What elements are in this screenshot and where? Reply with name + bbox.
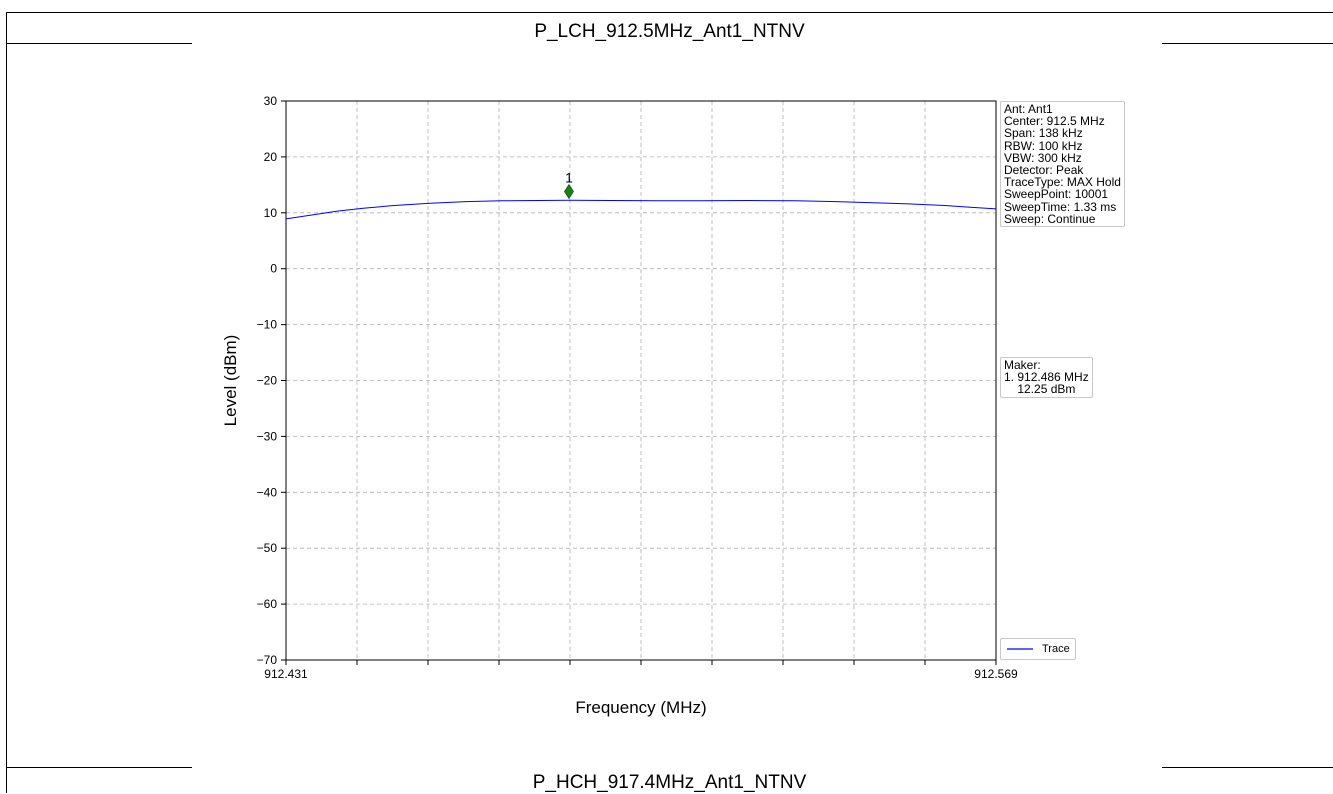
- y-tick-label: −60: [257, 597, 278, 611]
- info-line: Center: 912.5 MHz: [1004, 114, 1105, 129]
- y-tick-label: 10: [264, 206, 278, 220]
- y-tick-label: −70: [257, 653, 278, 667]
- y-tick-label: 0: [270, 262, 277, 276]
- section-divider: [1162, 767, 1333, 768]
- y-tick-label: −20: [257, 374, 278, 388]
- legend-label: Trace: [1042, 643, 1070, 655]
- section-divider: [6, 767, 192, 768]
- title-divider: [6, 43, 192, 44]
- x-axis-label: Frequency (MHz): [575, 698, 706, 717]
- x-tick-label: 912.569: [974, 667, 1018, 681]
- marker-label: 1: [565, 170, 573, 186]
- y-tick-label: 30: [264, 94, 278, 108]
- marker-info-line: 12.25 dBm: [1004, 382, 1076, 397]
- info-line: RBW: 100 kHz: [1004, 138, 1083, 153]
- info-line: SweepTime: 1.33 ms: [1004, 199, 1117, 214]
- y-tick-label: −40: [257, 485, 278, 499]
- x-tick-label: 912.431: [264, 667, 308, 681]
- y-axis-label: Level (dBm): [221, 335, 240, 427]
- section-title: P_HCH_917.4MHz_Ant1_NTNV: [532, 772, 807, 793]
- section-title: P_LCH_912.5MHz_Ant1_NTNV: [534, 21, 805, 42]
- info-line: TraceType: MAX Hold: [1004, 175, 1121, 190]
- settings-info-box: Ant: Ant1 Center: 912.5 MHz Span: 138 kHz R…: [1000, 101, 1125, 228]
- info-line: Sweep: Continue: [1004, 211, 1096, 226]
- marker-info-line: Maker:: [1004, 358, 1041, 372]
- marker-info-line: 1. 912.486 MHz: [1004, 370, 1089, 385]
- info-line: VBW: 300 kHz: [1004, 150, 1082, 165]
- y-tick-label: −30: [257, 429, 278, 443]
- title-divider: [1162, 43, 1333, 44]
- y-tick-label: 20: [264, 150, 278, 164]
- marker-info-box: Maker: 1. 912.486 MHz 12.25 dBm: [1000, 357, 1093, 398]
- legend: Trace: [1000, 638, 1076, 660]
- info-line: Ant: Ant1: [1004, 102, 1053, 116]
- plot-frame: [285, 100, 997, 661]
- y-tick-label: −50: [257, 541, 278, 555]
- y-tick-label: −10: [257, 318, 278, 332]
- table-top-border: [6, 12, 1333, 13]
- info-line: SweepPoint: 10001: [1004, 187, 1109, 202]
- info-line: Span: 138 kHz: [1004, 126, 1083, 141]
- table-left-border: [6, 12, 7, 793]
- report-table: P_LCH_912.5MHz_Ant1_NTNV P_HCH_917.4MHz_…: [6, 12, 1333, 793]
- info-line: Detector: Peak: [1004, 163, 1084, 178]
- marker-point: [563, 183, 574, 200]
- trace-line: [285, 199, 997, 220]
